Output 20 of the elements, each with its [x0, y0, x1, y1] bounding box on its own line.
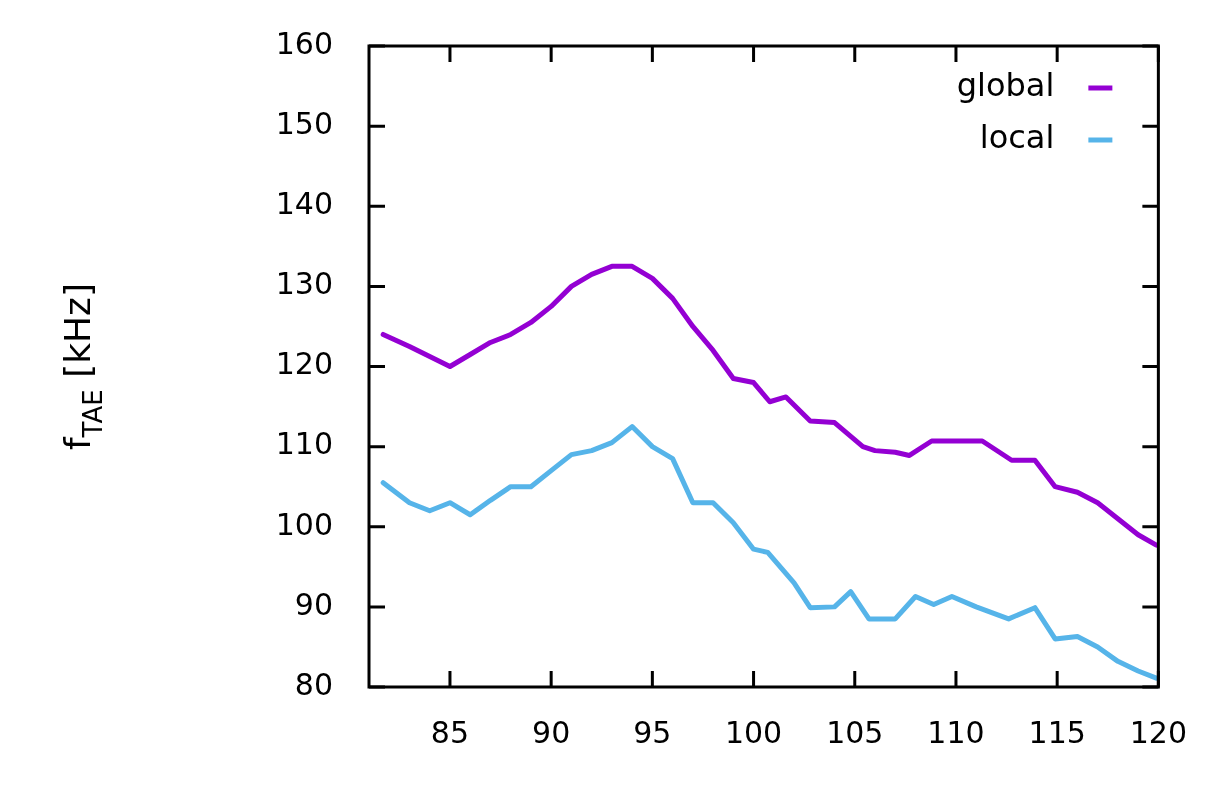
y-tick-label: 90: [294, 586, 333, 622]
x-tick-label: 95: [633, 714, 672, 750]
x-tick-label: 115: [1028, 714, 1086, 750]
x-tick-label: 120: [1129, 714, 1187, 750]
y-tick-label: 120: [275, 346, 333, 382]
y-tick-label: 140: [275, 186, 333, 222]
legend-label: local: [979, 118, 1055, 157]
y-tick-label: 80: [294, 666, 333, 702]
y-tick-label: 110: [275, 426, 333, 462]
y-tick-label: 160: [275, 25, 333, 61]
x-tick-label: 110: [927, 714, 985, 750]
x-tick-label: 90: [532, 714, 571, 750]
y-tick-label: 130: [275, 266, 333, 302]
y-tick-label: 100: [275, 506, 333, 542]
x-tick-label: 85: [430, 714, 470, 750]
y-axis-title: fTAE [kHz]: [57, 282, 108, 451]
x-tick-label: 100: [724, 714, 783, 750]
x-tick-label: 105: [826, 714, 884, 750]
y-tick-label: 150: [275, 105, 333, 141]
legend-label: global: [956, 66, 1055, 105]
